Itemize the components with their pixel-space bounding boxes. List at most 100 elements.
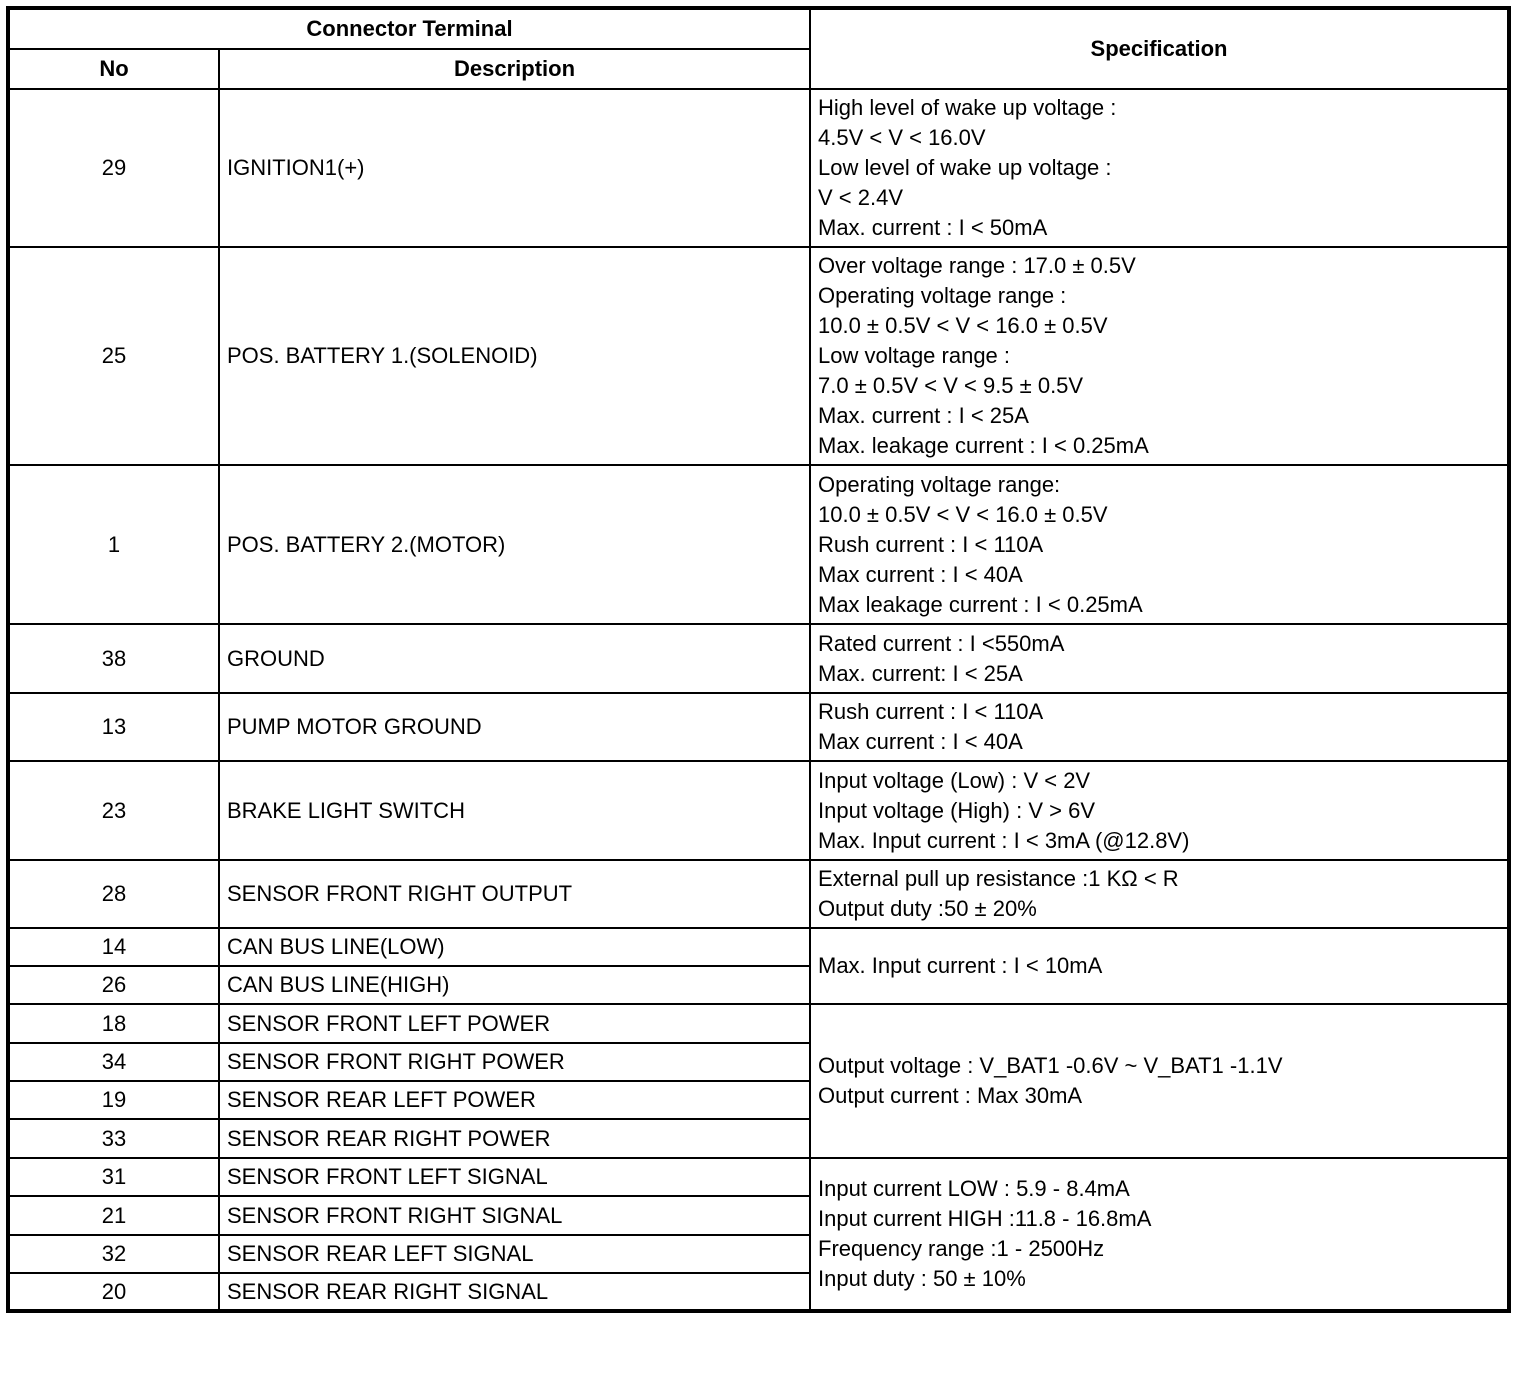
table-row: 31 SENSOR FRONT LEFT SIGNAL Input current … bbox=[7, 1157, 1510, 1312]
table-row: 33 SENSOR REAR RIGHT POWER bbox=[7, 1118, 1509, 1159]
specification-line: High level of wake up voltage : bbox=[818, 95, 1117, 120]
terminal-description: SENSOR REAR RIGHT SIGNAL bbox=[218, 1272, 811, 1312]
terminal-description: SENSOR FRONT RIGHT SIGNAL bbox=[218, 1195, 811, 1236]
terminal-no: 38 bbox=[7, 623, 220, 694]
specification-line: Input current LOW : 5.9 - 8.4mA bbox=[818, 1176, 1130, 1201]
specification-line: Max. current : I < 50mA bbox=[818, 215, 1048, 240]
specification-line: Output current : Max 30mA bbox=[818, 1083, 1083, 1108]
specification-line: Max. current: I < 25A bbox=[818, 660, 1023, 686]
terminal-no: 29 bbox=[7, 88, 220, 248]
terminal-no: 1 bbox=[7, 464, 220, 625]
table-row: 23 BRAKE LIGHT SWITCH Input voltage (Low) … bbox=[7, 760, 1510, 861]
specification-line: External pull up resistance :1 KΩ < R bbox=[818, 866, 1179, 891]
table-row: 29 IGNITION1(+) High level of wake up volt… bbox=[7, 88, 1510, 248]
table-row: 20 SENSOR REAR RIGHT SIGNAL bbox=[7, 1272, 1509, 1312]
terminal-description: BRAKE LIGHT SWITCH bbox=[218, 760, 811, 861]
terminal-no: 21 bbox=[7, 1195, 220, 1236]
terminal-description: SENSOR FRONT LEFT SIGNAL bbox=[218, 1157, 811, 1197]
specification-line: 10.0 ± 0.5V < V < 16.0 ± 0.5V bbox=[818, 501, 1108, 527]
terminal-no: 28 bbox=[7, 859, 220, 929]
specification-line: Max. leakage current : I < 0.25mA bbox=[818, 433, 1149, 458]
table-row: 32 SENSOR REAR LEFT SIGNAL bbox=[7, 1234, 1509, 1274]
terminal-no: 18 bbox=[7, 1003, 220, 1044]
terminal-description: SENSOR REAR LEFT SIGNAL bbox=[218, 1234, 811, 1274]
connector-terminal-header: Connector Terminal bbox=[7, 7, 811, 50]
table-row: 38 GROUND Rated current : I <550mA Max. cur… bbox=[7, 623, 1510, 694]
specification-line: Over voltage range : 17.0 ± 0.5V bbox=[818, 253, 1136, 278]
terminal-description: SENSOR FRONT RIGHT OUTPUT bbox=[218, 859, 811, 929]
specification-line: Rush current : I < 110A bbox=[818, 531, 1044, 557]
terminal-no: 13 bbox=[7, 692, 220, 762]
table-row: 25 POS. BATTERY 1.(SOLENOID) Over voltage … bbox=[7, 246, 1510, 466]
terminal-no: 32 bbox=[7, 1234, 220, 1274]
specification-cell: High level of wake up voltage : 4.5V < V … bbox=[809, 88, 1510, 248]
terminal-no: 31 bbox=[7, 1157, 220, 1197]
specification-line: Operating voltage range: bbox=[818, 471, 1061, 497]
specification-line: Low voltage range : bbox=[818, 343, 1011, 368]
specification-line: Operating voltage range : bbox=[818, 283, 1067, 308]
terminal-description: SENSOR REAR RIGHT POWER bbox=[218, 1118, 811, 1159]
terminal-no: 14 bbox=[7, 927, 220, 967]
terminal-no: 26 bbox=[7, 965, 220, 1005]
specification-cell: External pull up resistance :1 KΩ < R Out… bbox=[809, 859, 1510, 929]
terminal-description: GROUND bbox=[218, 623, 811, 694]
terminal-no: 34 bbox=[7, 1042, 220, 1082]
table-body: 29 IGNITION1(+) High level of wake up volt… bbox=[7, 88, 1510, 1312]
table-row: 13 PUMP MOTOR GROUND Rush current : I < 11… bbox=[7, 692, 1510, 762]
header-row-1: Connector Terminal Specification bbox=[7, 7, 1510, 90]
connector-terminal-spec-table: Connector Terminal Specification No Desc… bbox=[6, 6, 1511, 1313]
terminal-description: PUMP MOTOR GROUND bbox=[218, 692, 811, 762]
terminal-no: 23 bbox=[7, 760, 220, 861]
specification-line: Max. current : I < 25A bbox=[818, 403, 1029, 428]
specification-line: Output duty :50 ± 20% bbox=[818, 896, 1037, 921]
specification-line: Max current : I < 40A bbox=[818, 561, 1023, 587]
table-row: 14 CAN BUS LINE(LOW) Max. Input current : … bbox=[7, 927, 1510, 1005]
specification-line: Input duty : 50 ± 10% bbox=[818, 1266, 1026, 1291]
terminal-description: IGNITION1(+) bbox=[218, 88, 811, 248]
specification-line: Input current HIGH :11.8 - 16.8mA bbox=[818, 1206, 1152, 1231]
specification-cell: Max. Input current : I < 10mA bbox=[809, 927, 1510, 1005]
no-header: No bbox=[7, 48, 220, 90]
header-row-2: No Description bbox=[7, 48, 1509, 90]
terminal-no: 20 bbox=[7, 1272, 220, 1312]
specification-header: Specification bbox=[809, 7, 1510, 90]
specification-cell: Rated current : I <550mA Max. current: I … bbox=[809, 623, 1510, 694]
table-row: 21 SENSOR FRONT RIGHT SIGNAL bbox=[7, 1195, 1509, 1236]
specification-line: 10.0 ± 0.5V < V < 16.0 ± 0.5V bbox=[818, 313, 1108, 338]
terminal-description: SENSOR FRONT LEFT POWER bbox=[218, 1003, 811, 1044]
table-row: 1 POS. BATTERY 2.(MOTOR) Operating voltage… bbox=[7, 464, 1510, 625]
specification-line: Max. Input current : I < 3mA (@12.8V) bbox=[818, 827, 1190, 853]
terminal-no: 19 bbox=[7, 1080, 220, 1120]
specification-line: Input voltage (Low) : V < 2V bbox=[818, 767, 1091, 793]
specification-line: Max. Input current : I < 10mA bbox=[818, 953, 1103, 978]
specification-cell: Output voltage : V_BAT1 -0.6V ~ V_BAT1 -… bbox=[809, 1003, 1510, 1159]
terminal-no: 25 bbox=[7, 246, 220, 466]
table-row: 28 SENSOR FRONT RIGHT OUTPUT External pull… bbox=[7, 859, 1510, 929]
description-header: Description bbox=[218, 48, 811, 90]
table-row: 26 CAN BUS LINE(HIGH) bbox=[7, 965, 1509, 1005]
specification-line: Rush current : I < 110A bbox=[818, 699, 1044, 724]
terminal-description: CAN BUS LINE(HIGH) bbox=[218, 965, 811, 1005]
specification-cell: Rush current : I < 110A Max current : I <… bbox=[809, 692, 1510, 762]
specification-line: Frequency range :1 - 2500Hz bbox=[818, 1236, 1105, 1261]
specification-line: Rated current : I <550mA bbox=[818, 630, 1065, 656]
specification-cell: Operating voltage range: 10.0 ± 0.5V < V … bbox=[809, 464, 1510, 625]
specification-cell: Over voltage range : 17.0 ± 0.5V Operatin… bbox=[809, 246, 1510, 466]
specification-line: V < 2.4V bbox=[818, 185, 904, 210]
specification-line: Max leakage current : I < 0.25mA bbox=[818, 591, 1143, 617]
terminal-description: POS. BATTERY 2.(MOTOR) bbox=[218, 464, 811, 625]
terminal-no: 33 bbox=[7, 1118, 220, 1159]
table-row: 18 SENSOR FRONT LEFT POWER Output voltage … bbox=[7, 1003, 1510, 1159]
specification-line: 7.0 ± 0.5V < V < 9.5 ± 0.5V bbox=[818, 373, 1084, 398]
terminal-description: POS. BATTERY 1.(SOLENOID) bbox=[218, 246, 811, 466]
terminal-description: SENSOR FRONT RIGHT POWER bbox=[218, 1042, 811, 1082]
specification-line: Max current : I < 40A bbox=[818, 729, 1023, 754]
specification-cell: Input current LOW : 5.9 - 8.4mA Input cur… bbox=[809, 1157, 1510, 1312]
specification-line: 4.5V < V < 16.0V bbox=[818, 125, 986, 150]
specification-line: Input voltage (High) : V > 6V bbox=[818, 797, 1095, 823]
terminal-description: SENSOR REAR LEFT POWER bbox=[218, 1080, 811, 1120]
specification-line: Low level of wake up voltage : bbox=[818, 155, 1112, 180]
terminal-description: CAN BUS LINE(LOW) bbox=[218, 927, 811, 967]
table-row: 34 SENSOR FRONT RIGHT POWER bbox=[7, 1042, 1509, 1082]
specification-line: Output voltage : V_BAT1 -0.6V ~ V_BAT1 -… bbox=[818, 1053, 1283, 1078]
